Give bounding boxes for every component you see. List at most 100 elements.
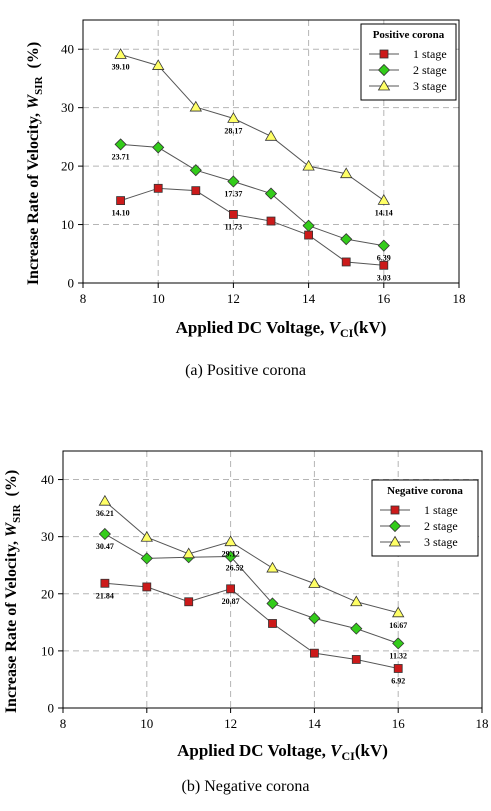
data-point-s3 bbox=[224, 535, 237, 547]
data-point-s3 bbox=[308, 577, 321, 588]
legend-marker bbox=[377, 79, 391, 91]
data-label: 26.52 bbox=[226, 564, 244, 573]
data-point-s2 bbox=[224, 550, 237, 563]
legend-box bbox=[360, 23, 457, 101]
data-point-s3 bbox=[98, 494, 112, 506]
data-point-s1 bbox=[268, 619, 277, 628]
series-line-3 bbox=[120, 54, 385, 201]
data-point-s1 bbox=[184, 597, 194, 607]
x-tick-label: 8 bbox=[80, 291, 87, 306]
y-tick-label: 30 bbox=[41, 529, 54, 544]
data-point-s3 bbox=[350, 595, 363, 607]
data-label: 14.14 bbox=[375, 208, 393, 217]
y-tick-label: 0 bbox=[68, 276, 75, 291]
data-point-s1 bbox=[142, 582, 152, 592]
chart-negative-corona: 8 10 12 14 16 18 0 10 20 30 40 Applied DC Voltage, … bbox=[3, 450, 489, 763]
y-axis-label: Increase Rate of Velocity, WSIR(%) bbox=[3, 470, 23, 713]
series-line-3 bbox=[104, 500, 399, 614]
data-point-s3 bbox=[340, 167, 353, 179]
legend-label: 3 stage bbox=[424, 535, 458, 549]
legend-label: 2 stage bbox=[413, 63, 447, 77]
data-point-s3 bbox=[302, 159, 315, 171]
legend-marker bbox=[379, 49, 389, 59]
x-tick-label: 14 bbox=[302, 291, 316, 306]
data-point-s2 bbox=[350, 622, 363, 635]
data-label: 20.87 bbox=[222, 597, 240, 606]
data-point-s1 bbox=[351, 655, 361, 664]
y-tick-label: 20 bbox=[41, 586, 54, 601]
data-point-s2 bbox=[152, 141, 165, 154]
series-line-2 bbox=[104, 533, 399, 644]
data-point-s1 bbox=[153, 183, 163, 193]
data-point-s3 bbox=[377, 194, 390, 205]
caption-positive: (a) Positive corona bbox=[185, 362, 306, 379]
data-label: 14.10 bbox=[112, 209, 130, 218]
data-point-s2 bbox=[392, 637, 405, 650]
data-point-s2 bbox=[98, 527, 111, 541]
caption-negative: (b) Negative corona bbox=[181, 778, 310, 795]
data-point-s2 bbox=[302, 219, 315, 232]
x-axis-label: Applied DC Voltage, VCI(kV) bbox=[177, 741, 388, 763]
data-point-s2 bbox=[189, 164, 202, 177]
data-point-s1 bbox=[379, 260, 389, 270]
x-tick-label: 18 bbox=[453, 291, 466, 306]
y-tick-label: 40 bbox=[61, 42, 74, 57]
y-tick-label: 10 bbox=[61, 217, 74, 232]
data-point-s1 bbox=[100, 578, 110, 588]
data-point-s1 bbox=[266, 216, 276, 226]
data-point-s1 bbox=[341, 257, 351, 267]
data-label: 11.32 bbox=[389, 651, 407, 660]
data-point-s1 bbox=[226, 584, 236, 594]
chart-panel-positive: 8 10 12 14 16 18 0 10 20 30 40 Applied DC Voltage, … bbox=[0, 0, 491, 400]
x-tick-label: 16 bbox=[377, 291, 391, 306]
y-tick-label: 20 bbox=[61, 159, 74, 174]
data-point-s1 bbox=[304, 230, 314, 240]
data-label: 11.73 bbox=[225, 222, 243, 231]
data-point-s3 bbox=[392, 606, 405, 618]
x-tick-label: 14 bbox=[308, 716, 322, 731]
data-point-s2 bbox=[340, 233, 353, 246]
legend-label: 1 stage bbox=[424, 503, 458, 517]
data-label: 16.67 bbox=[389, 621, 407, 630]
data-label: 39.10 bbox=[112, 62, 130, 71]
x-tick-label: 18 bbox=[476, 716, 489, 731]
data-point-s3 bbox=[114, 48, 127, 59]
x-tick-label: 16 bbox=[392, 716, 406, 731]
legend-title: Positive corona bbox=[373, 29, 445, 41]
data-label: 28.17 bbox=[224, 126, 242, 135]
y-axis-label: Increase Rate of Velocity, WSIR(%) bbox=[25, 42, 45, 285]
legend: Negative corona 1 stage 2 stage 3 stage bbox=[371, 479, 479, 557]
data-point-s3 bbox=[227, 112, 240, 123]
data-label: 29.12 bbox=[222, 550, 240, 559]
data-point-s3 bbox=[152, 59, 165, 70]
data-point-s2 bbox=[114, 138, 127, 151]
data-point-s1 bbox=[393, 664, 403, 673]
data-point-s1 bbox=[309, 648, 319, 658]
y-axis-label-group: Increase Rate of Velocity, WSIR(%) bbox=[3, 470, 23, 713]
data-point-s3 bbox=[189, 100, 202, 112]
data-label: 6.39 bbox=[377, 254, 391, 263]
data-point-s2 bbox=[308, 612, 321, 625]
legend-marker bbox=[390, 505, 400, 515]
chart-positive-corona: 8 10 12 14 16 18 0 10 20 30 40 Applied DC Voltage, … bbox=[25, 19, 466, 340]
data-label: 17.37 bbox=[224, 189, 242, 198]
data-label: 30.47 bbox=[96, 542, 114, 551]
x-tick-label: 10 bbox=[152, 291, 165, 306]
data-point-s3 bbox=[182, 547, 195, 559]
x-tick-label: 12 bbox=[224, 716, 237, 731]
data-point-s3 bbox=[266, 561, 279, 573]
data-point-s2 bbox=[140, 552, 153, 565]
x-tick-label: 12 bbox=[227, 291, 240, 306]
data-point-s3 bbox=[140, 530, 153, 542]
data-label: 6.92 bbox=[391, 676, 405, 685]
data-point-s1 bbox=[191, 186, 201, 196]
chart-panel-negative: 8 10 12 14 16 18 0 10 20 30 40 Applied DC Voltage, … bbox=[0, 400, 491, 811]
data-point-s2 bbox=[377, 239, 390, 252]
data-label: 23.71 bbox=[112, 152, 130, 161]
series-line-1 bbox=[120, 187, 384, 266]
data-point-s1 bbox=[116, 196, 125, 205]
y-axis-label-group: Increase Rate of Velocity, WSIR(%) bbox=[25, 42, 45, 285]
x-tick-label: 10 bbox=[140, 716, 153, 731]
plot-frame bbox=[62, 450, 483, 709]
y-tick-label: 10 bbox=[41, 643, 54, 658]
